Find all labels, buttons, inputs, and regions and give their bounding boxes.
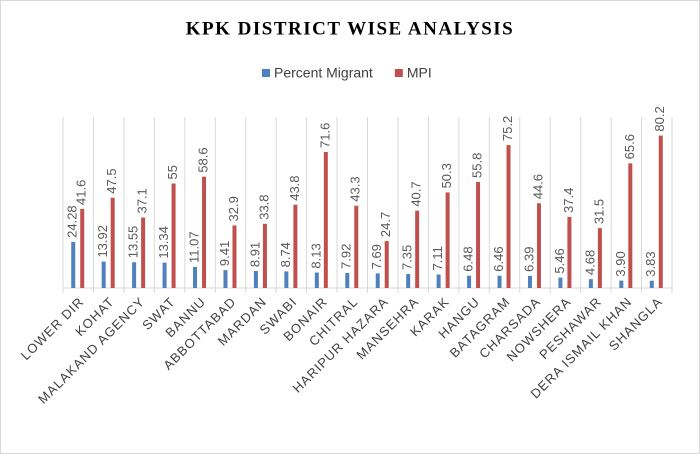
bar [536, 203, 541, 288]
legend: Percent Migrant MPI [262, 65, 432, 81]
data-label: 55.8 [470, 153, 485, 178]
bar [649, 280, 654, 288]
bar [162, 262, 167, 288]
bar [193, 266, 198, 288]
data-label: 13.34 [156, 226, 171, 259]
data-label: 6.46 [491, 246, 506, 271]
data-label: 80.2 [652, 106, 667, 131]
data-label: 37.4 [561, 188, 576, 213]
bar [80, 208, 85, 288]
bar [558, 277, 563, 288]
data-label: 6.39 [521, 247, 536, 272]
data-label: 43.8 [287, 175, 302, 200]
bar [223, 270, 228, 288]
bar [141, 217, 146, 288]
data-label: 5.46 [552, 248, 567, 273]
bar [415, 210, 420, 288]
data-label: 33.8 [256, 194, 271, 219]
bar [467, 275, 472, 288]
bar [445, 192, 450, 288]
bar [476, 181, 481, 288]
bar [171, 183, 176, 288]
bar [262, 223, 267, 288]
bar [436, 274, 441, 288]
bar [588, 279, 593, 288]
data-label: 44.6 [530, 174, 545, 199]
data-label: 8.13 [308, 243, 323, 268]
data-label: 37.1 [135, 188, 150, 213]
bar [354, 205, 359, 288]
bar [497, 275, 502, 288]
bar [527, 275, 532, 288]
chart-title: KPK DISTRICT WISE ANALYSIS [186, 18, 515, 39]
bar [384, 241, 389, 288]
bar [567, 216, 572, 288]
bar [132, 262, 137, 288]
legend-swatch [394, 69, 403, 77]
bar [658, 135, 663, 288]
data-label: 8.74 [278, 242, 293, 267]
data-label: 58.6 [195, 147, 210, 172]
bar [293, 204, 298, 288]
data-label: 75.2 [500, 116, 515, 141]
data-label: 7.69 [369, 244, 384, 269]
data-label: 7.35 [400, 245, 415, 270]
data-label: 24.28 [65, 205, 80, 238]
data-label: 71.6 [317, 123, 332, 148]
legend-label: Percent Migrant [274, 65, 373, 81]
data-label: 55 [165, 165, 180, 179]
data-label: 31.5 [591, 199, 606, 224]
bar [628, 163, 633, 288]
data-label: 3.90 [613, 251, 628, 276]
data-label: 47.5 [104, 168, 119, 193]
bar [110, 197, 115, 288]
data-label: 6.48 [461, 246, 476, 271]
data-label: 43.3 [348, 176, 363, 201]
bar [314, 272, 319, 288]
data-label: 32.9 [226, 196, 241, 221]
bar [406, 274, 411, 288]
bar [323, 151, 328, 288]
bar [284, 271, 289, 288]
data-label: 41.6 [74, 180, 89, 205]
data-label: 9.41 [217, 241, 232, 266]
data-label: 3.83 [643, 251, 658, 276]
data-label: 50.3 [439, 163, 454, 188]
data-label: 24.7 [378, 212, 393, 237]
data-label: 11.07 [186, 231, 201, 263]
bar [71, 241, 76, 288]
data-label: 13.92 [95, 225, 110, 258]
bar [619, 280, 624, 288]
data-label: 8.91 [247, 242, 262, 267]
data-label: 65.6 [622, 134, 637, 159]
data-label: 4.68 [582, 250, 597, 275]
legend-swatch [262, 69, 270, 77]
bar [345, 272, 350, 288]
bar [253, 271, 258, 288]
bar [101, 261, 106, 288]
data-label: 7.11 [430, 246, 445, 270]
data-label: 7.92 [339, 244, 354, 269]
bar [202, 176, 207, 288]
bar [506, 145, 511, 288]
legend-label: MPI [407, 65, 432, 81]
bar [232, 225, 237, 288]
data-label: 13.55 [126, 226, 141, 259]
data-label: 40.7 [409, 181, 424, 206]
bar [597, 228, 602, 288]
bar [375, 273, 380, 288]
